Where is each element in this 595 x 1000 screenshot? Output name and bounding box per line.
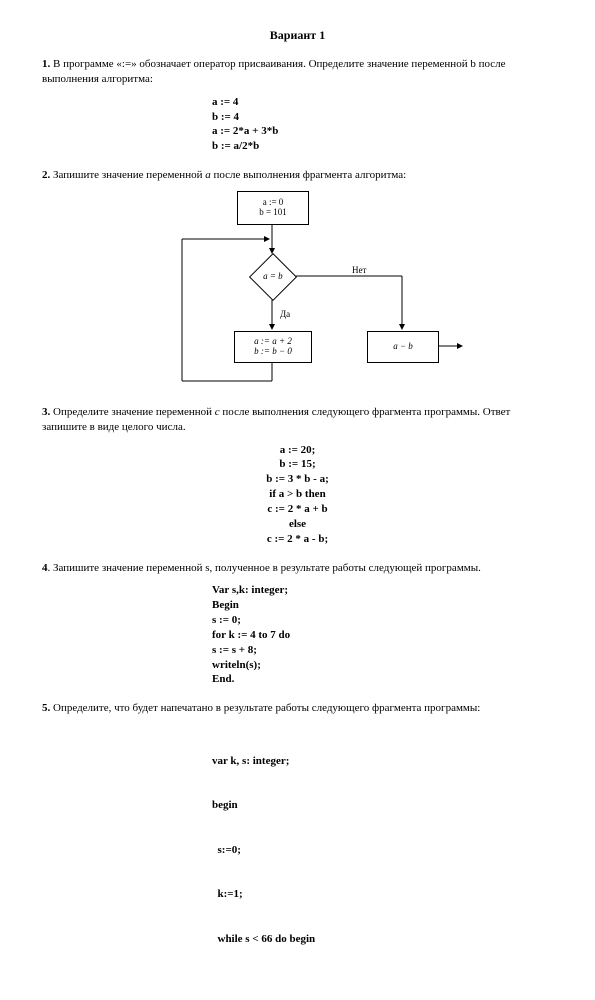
q1-num: 1. xyxy=(42,58,50,70)
q2-text2: после выполнения фрагмента алгоритма: xyxy=(211,169,407,181)
code-line: s := 0; xyxy=(212,613,553,628)
code-line: k:=1; xyxy=(212,887,553,902)
code-line: c := 2 * a + b xyxy=(42,502,553,517)
code-line: else xyxy=(42,517,553,532)
code-line: a := 4 xyxy=(212,95,553,110)
yes-box-line: b := b − 0 xyxy=(254,347,292,357)
code-line: b := 3 * b - a; xyxy=(42,472,553,487)
code-line: b := 4 xyxy=(212,110,553,125)
question-3: 3. Определите значение переменной c посл… xyxy=(42,405,553,435)
flowchart-yes-box: a := a + 2 b := b − 0 xyxy=(234,331,312,363)
no-box-line: a − b xyxy=(393,342,413,352)
code-line: s:=0; xyxy=(212,843,553,858)
q3-text: Определите значение переменной xyxy=(50,406,215,418)
code-line: for k := 4 to 7 do xyxy=(212,628,553,643)
question-2: 2. Запишите значение переменной a после … xyxy=(42,168,553,183)
question-4: 4. Запишите значение переменной s, получ… xyxy=(42,561,553,576)
decision-text: a = b xyxy=(263,272,283,282)
q3-code: a := 20; b := 15; b := 3 * b - a; if a >… xyxy=(42,443,553,547)
question-5: 5. Определите, что будет напечатано в ре… xyxy=(42,701,553,716)
q1-code: a := 4 b := 4 a := 2*a + 3*b b := a/2*b xyxy=(212,95,553,154)
code-line: Begin xyxy=(212,598,553,613)
q5-text: Определите, что будет напечатано в резул… xyxy=(50,702,480,714)
q4-code: Var s,k: integer; Begin s := 0; for k :=… xyxy=(212,583,553,687)
code-line: s := s + 8; xyxy=(212,643,553,658)
flowchart-no-label: Нет xyxy=(352,265,366,275)
flowchart-yes-label: Да xyxy=(280,309,290,319)
flowchart: a := 0 b = 101 a = b Да Нет a := a + 2 b… xyxy=(152,191,472,391)
flowchart-no-box: a − b xyxy=(367,331,439,363)
code-line: b := a/2*b xyxy=(212,139,553,154)
code-line: var k, s: integer; xyxy=(212,754,553,769)
flowchart-init-box: a := 0 b = 101 xyxy=(237,191,309,225)
question-1: 1. В программе «:=» обозначает оператор … xyxy=(42,57,553,87)
code-line: writeln(s); xyxy=(212,658,553,673)
code-line: b := 15; xyxy=(42,457,553,472)
code-line: c := 2 * a - b; xyxy=(42,532,553,547)
code-line: a := 20; xyxy=(42,443,553,458)
code-line: if a > b then xyxy=(42,487,553,502)
code-line: Var s,k: integer; xyxy=(212,583,553,598)
q3-num: 3. xyxy=(42,406,50,418)
code-line: a := 2*a + 3*b xyxy=(212,124,553,139)
q5-code: var k, s: integer; begin s:=0; k:=1; whi… xyxy=(212,724,553,976)
q2-text: Запишите значение переменной xyxy=(50,169,205,181)
code-line: begin xyxy=(212,798,553,813)
init-line: b = 101 xyxy=(259,208,287,218)
page-title: Вариант 1 xyxy=(42,28,553,43)
q5-num: 5. xyxy=(42,702,50,714)
q2-num: 2. xyxy=(42,169,50,181)
q4-text: . Запишите значение переменной s, получе… xyxy=(48,562,481,574)
code-line: End. xyxy=(212,672,553,687)
code-line: while s < 66 do begin xyxy=(212,932,553,947)
q1-text: В программе «:=» обозначает оператор при… xyxy=(42,58,506,85)
